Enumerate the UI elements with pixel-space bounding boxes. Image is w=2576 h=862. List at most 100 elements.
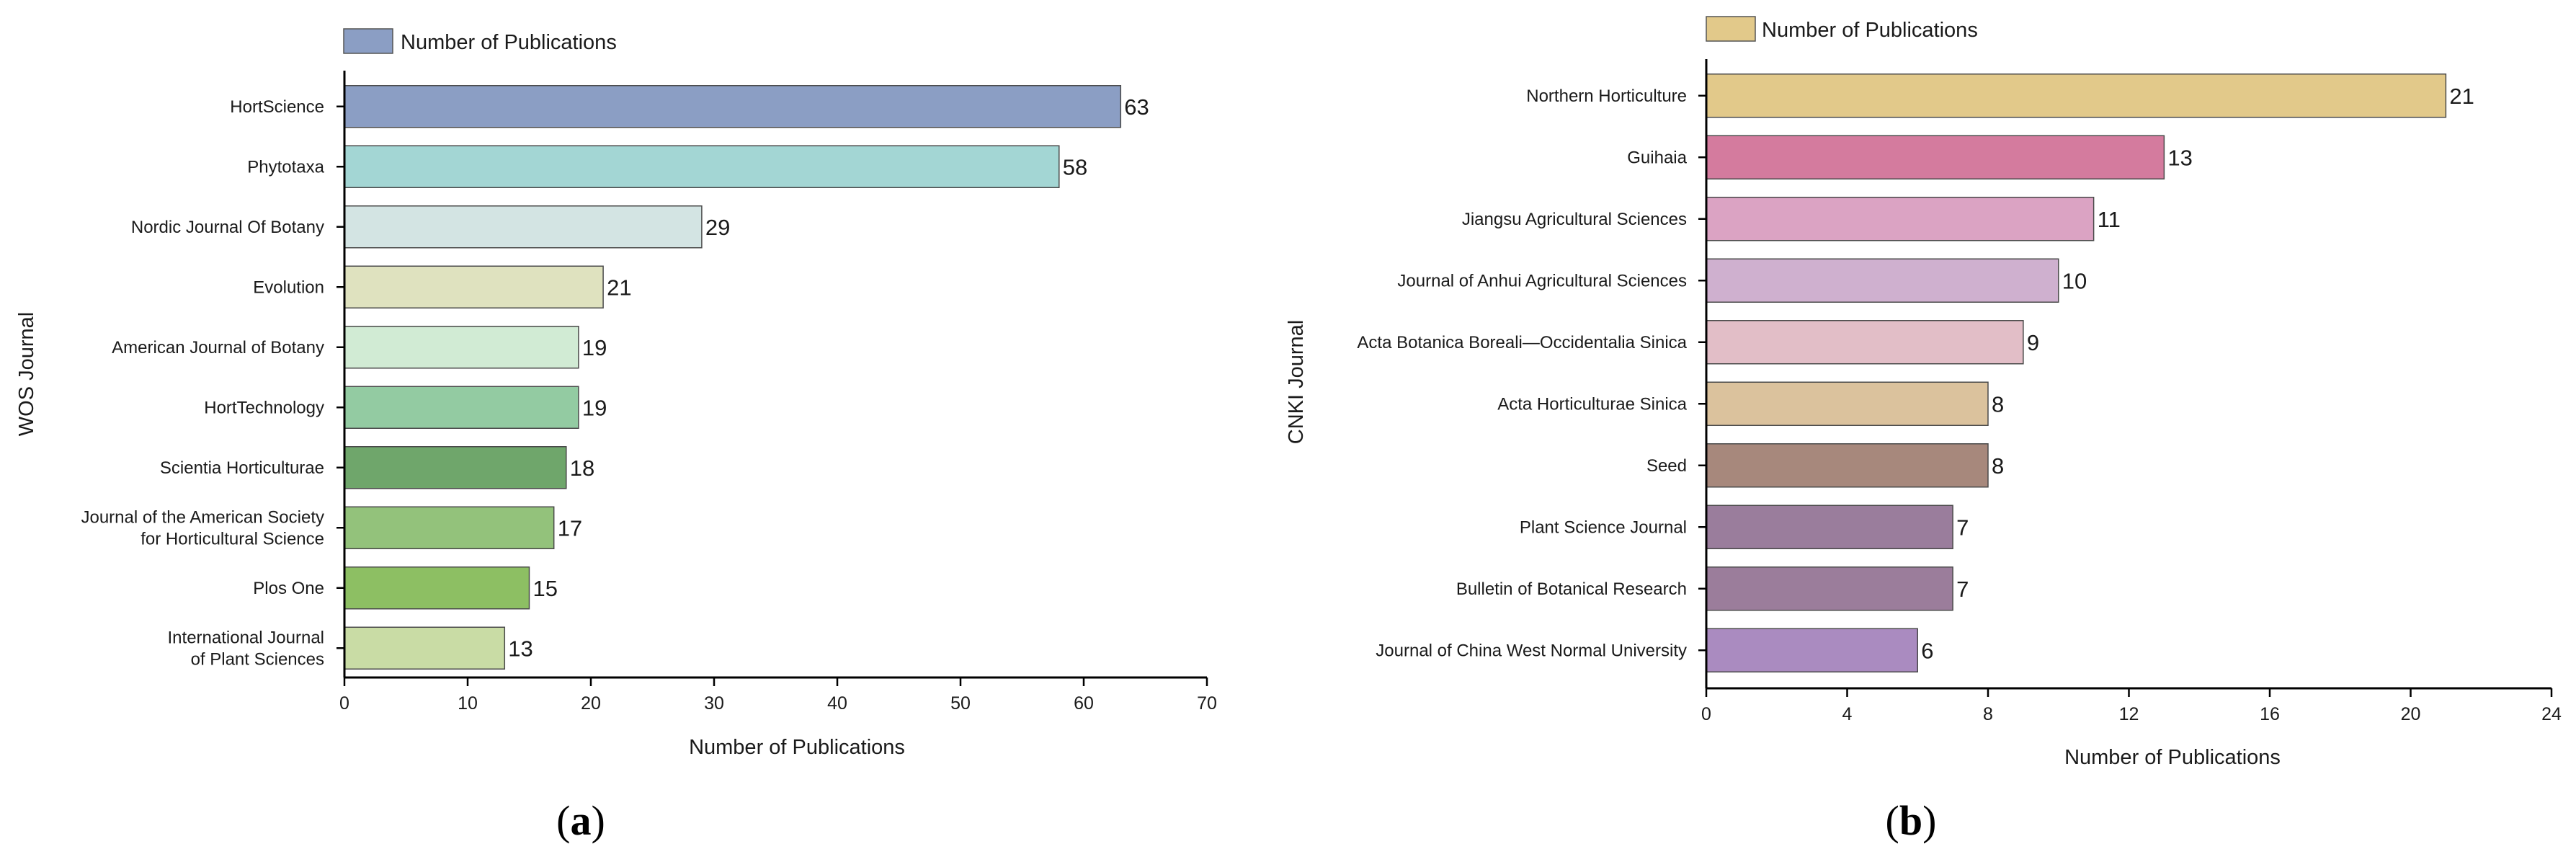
category-label-line: Jiangsu Agricultural Sciences: [1462, 210, 1687, 229]
category-label: Seed: [1646, 456, 1687, 476]
bar-4: [344, 265, 604, 308]
category-label-line: Guihaia: [1627, 148, 1687, 167]
category-label-line: Northern Horticulture: [1526, 86, 1687, 106]
panel-caption: (a): [556, 797, 605, 844]
value-label: 19: [582, 335, 607, 360]
x-tick-label: 70: [1197, 693, 1217, 714]
category-label-line: Acta Botanica Boreali—Occidentalia Sinic…: [1357, 333, 1687, 352]
x-tick-label: 10: [458, 693, 478, 714]
category-label: Northern Horticulture: [1526, 86, 1687, 106]
legend: Number of Publications: [1706, 16, 1978, 42]
category-label-line: Plos One: [253, 579, 324, 598]
bar-9: [344, 566, 530, 610]
x-tick-label: 20: [581, 693, 601, 714]
bar-2: [1706, 135, 2165, 179]
category-label-line: Acta Horticulturae Sinica: [1497, 394, 1687, 414]
bar-5: [1706, 320, 2024, 365]
category-label-line: HortTechnology: [204, 398, 324, 417]
category-label-line: Nordic Journal Of Botany: [131, 218, 324, 237]
value-label: 18: [570, 456, 594, 481]
value-label: 7: [1956, 577, 1969, 602]
category-label: International Journal of Plant Sciences: [168, 628, 324, 669]
x-tick-label: 50: [950, 693, 971, 714]
value-label: 8: [1992, 391, 2004, 417]
chart-panel-a: Number of Publications 63 58 29 21 19 19 18 17 1…: [15, 28, 1217, 844]
bar-6: [1706, 381, 1989, 426]
category-label: American Journal of Botany: [112, 338, 324, 357]
y-axis-title: CNKI Journal: [1285, 320, 1308, 444]
bar-1: [344, 85, 1122, 128]
bar-4: [1706, 258, 2059, 303]
value-label: 6: [1921, 638, 1933, 663]
bar-7: [344, 446, 567, 489]
category-label: Journal of Anhui Agricultural Sciences: [1397, 271, 1687, 290]
value-label: 63: [1124, 94, 1149, 120]
value-label: 19: [582, 395, 607, 420]
panel-caption: (b): [1886, 797, 1937, 844]
value-label: 10: [2062, 268, 2087, 293]
category-label: Plant Science Journal: [1520, 517, 1687, 537]
category-label-line: Plant Science Journal: [1520, 517, 1687, 537]
category-label: Evolution: [253, 277, 324, 297]
value-label: 8: [1992, 453, 2004, 479]
bar-8: [344, 506, 555, 549]
category-label-line: Evolution: [253, 277, 324, 297]
bar-10: [344, 626, 506, 670]
x-axis-title: Number of Publications: [2064, 746, 2281, 769]
bar-6: [344, 386, 579, 429]
panel-letter: a: [571, 797, 592, 844]
x-tick-label: 12: [2119, 704, 2139, 724]
category-label: Guihaia: [1627, 148, 1687, 167]
bar-3: [344, 205, 703, 249]
value-label: 29: [705, 215, 730, 240]
x-tick-label: 0: [1701, 704, 1711, 724]
value-label: 11: [2098, 207, 2121, 232]
legend: Number of Publications: [343, 28, 617, 54]
value-label: 15: [533, 576, 558, 601]
bar-8: [1706, 505, 1953, 549]
value-label: 13: [2167, 145, 2192, 170]
category-label: Acta Horticulturae Sinica: [1497, 394, 1687, 414]
x-axis-title: Number of Publications: [689, 736, 905, 759]
x-tick-label: 24: [2541, 704, 2562, 724]
category-label-line: Scientia Horticulturae: [160, 458, 324, 478]
panel-letter: b: [1899, 797, 1922, 844]
value-label: 9: [2027, 330, 2039, 355]
value-label: 13: [508, 636, 532, 661]
legend-swatch: [1706, 16, 1756, 42]
x-tick-label: 30: [704, 693, 724, 714]
value-label: 17: [558, 515, 582, 541]
bar-3: [1706, 197, 2095, 241]
x-tick-label: 16: [2260, 704, 2280, 724]
bar-7: [1706, 443, 1989, 488]
bar-5: [344, 326, 579, 369]
category-label-line: Journal of the American Society: [81, 507, 324, 527]
category-label: Nordic Journal Of Botany: [131, 218, 324, 237]
value-label: 58: [1063, 154, 1087, 179]
category-label: Journal of the American Society for Horti…: [81, 507, 324, 548]
legend-label: Number of Publications: [401, 31, 617, 54]
x-tick-label: 0: [339, 693, 349, 714]
x-tick-label: 8: [1983, 704, 1993, 724]
bar-1: [1706, 74, 2447, 118]
category-label-line: American Journal of Botany: [112, 338, 324, 357]
category-label-line: Journal of China West Normal University: [1376, 641, 1687, 660]
category-label: Journal of China West Normal University: [1376, 641, 1687, 660]
x-tick-label: 4: [1842, 704, 1853, 724]
value-label: 21: [2449, 84, 2474, 109]
legend-swatch: [343, 28, 393, 54]
legend-label: Number of Publications: [1762, 19, 1978, 42]
value-label: 7: [1956, 515, 1969, 540]
bar-9: [1706, 566, 1953, 611]
category-label-line: Journal of Anhui Agricultural Sciences: [1397, 271, 1687, 290]
category-label-line: Seed: [1646, 456, 1687, 476]
x-tick-label: 60: [1074, 693, 1094, 714]
category-label: Scientia Horticulturae: [160, 458, 324, 478]
bar-2: [344, 145, 1060, 188]
chart-panel-b: Number of Publications 21 13 11 10 9 8 8 7 7 6 No…: [1285, 16, 2562, 844]
category-label: Plos One: [253, 579, 324, 598]
x-tick-label: 20: [2401, 704, 2421, 724]
category-label: Jiangsu Agricultural Sciences: [1462, 210, 1687, 229]
category-label-line: of Plant Sciences: [191, 649, 324, 669]
